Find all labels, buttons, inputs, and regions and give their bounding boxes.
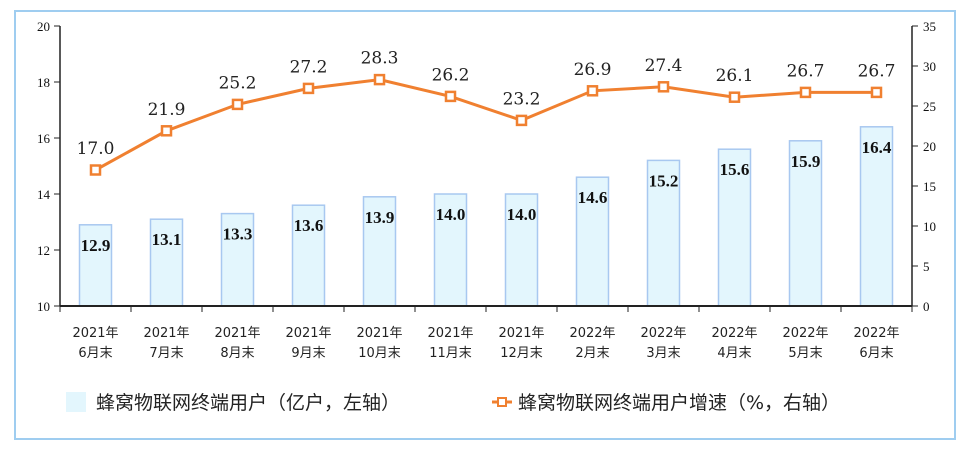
x-tick-label: 2022年 bbox=[640, 326, 686, 341]
legend-line-label: 蜂窝物联网终端用户增速（%，右轴） bbox=[518, 392, 840, 414]
bar-label: 14.0 bbox=[436, 205, 466, 224]
left-tick-label: 10 bbox=[37, 299, 50, 314]
bar-label: 15.2 bbox=[649, 171, 679, 190]
bar-label: 12.9 bbox=[81, 236, 111, 255]
bar bbox=[788, 140, 823, 307]
line-marker bbox=[799, 86, 812, 99]
bar-label: 13.6 bbox=[294, 216, 324, 235]
line-label: 21.9 bbox=[148, 100, 186, 120]
left-tick-label: 14 bbox=[37, 187, 51, 202]
x-tick-label: 2021年 bbox=[498, 326, 544, 341]
x-tick-label: 5月末 bbox=[788, 346, 822, 361]
legend-bar-label: 蜂窝物联网终端用户（亿户，左轴） bbox=[96, 392, 400, 414]
chart-frame bbox=[14, 10, 956, 440]
bar bbox=[220, 212, 255, 307]
line-label: 26.7 bbox=[858, 61, 896, 81]
left-tick-label: 18 bbox=[37, 75, 50, 90]
bar bbox=[433, 193, 468, 307]
line-label: 26.1 bbox=[716, 66, 754, 86]
x-tick-label: 2022年 bbox=[853, 326, 899, 341]
right-tick-label: 15 bbox=[923, 179, 936, 194]
right-tick-label: 30 bbox=[923, 59, 936, 74]
x-tick-label: 6月末 bbox=[78, 346, 112, 361]
line-label: 26.9 bbox=[574, 60, 612, 80]
line-marker bbox=[302, 82, 315, 95]
x-tick-label: 12月末 bbox=[500, 346, 543, 361]
line-series bbox=[94, 78, 877, 172]
x-tick-label: 10月末 bbox=[358, 346, 401, 361]
x-tick-label: 11月末 bbox=[429, 346, 472, 361]
x-tick-label: 2021年 bbox=[143, 326, 189, 341]
bar bbox=[291, 204, 326, 307]
line-marker bbox=[870, 86, 883, 99]
line-label: 27.4 bbox=[645, 56, 683, 76]
line-marker bbox=[515, 114, 528, 127]
x-tick-label: 7月末 bbox=[149, 346, 183, 361]
bar bbox=[859, 126, 894, 307]
bar-label: 16.4 bbox=[862, 138, 892, 157]
x-tick-label: 2月末 bbox=[575, 346, 609, 361]
bar-label: 15.6 bbox=[720, 160, 750, 179]
x-tick-label: 2021年 bbox=[72, 326, 118, 341]
bar-label: 14.0 bbox=[507, 205, 537, 224]
x-tick-label: 2022年 bbox=[569, 326, 615, 341]
line-marker bbox=[657, 81, 670, 93]
bar-label: 13.9 bbox=[365, 208, 395, 227]
x-tick-label: 2021年 bbox=[427, 326, 473, 341]
line-marker bbox=[444, 90, 457, 103]
line-label: 27.2 bbox=[290, 57, 328, 77]
right-tick-label: 5 bbox=[923, 259, 930, 274]
left-tick-label: 12 bbox=[37, 243, 50, 258]
bar-label: 15.9 bbox=[791, 152, 821, 171]
bar-label: 13.3 bbox=[223, 225, 253, 244]
bar bbox=[504, 193, 539, 307]
bar-label: 14.6 bbox=[578, 188, 608, 207]
line-label: 26.7 bbox=[787, 61, 825, 81]
bar bbox=[646, 159, 681, 307]
right-tick-label: 10 bbox=[923, 219, 936, 234]
line-marker bbox=[586, 85, 599, 97]
x-tick-label: 3月末 bbox=[646, 346, 680, 361]
line-marker bbox=[160, 125, 173, 137]
right-tick-label: 0 bbox=[923, 299, 930, 314]
right-tick-label: 20 bbox=[923, 139, 936, 154]
line-label: 17.0 bbox=[77, 139, 115, 159]
line-marker bbox=[728, 91, 741, 103]
x-tick-label: 2021年 bbox=[214, 326, 260, 341]
line-label: 23.2 bbox=[503, 89, 541, 109]
line-marker bbox=[89, 164, 102, 176]
legend-bar-swatch bbox=[66, 392, 86, 412]
line-label: 25.2 bbox=[219, 73, 257, 93]
x-tick-label: 2022年 bbox=[782, 326, 828, 341]
x-tick-label: 6月末 bbox=[859, 346, 893, 361]
x-tick-label: 8月末 bbox=[220, 346, 254, 361]
line-marker bbox=[373, 73, 386, 86]
right-tick-label: 25 bbox=[923, 99, 936, 114]
left-tick-label: 20 bbox=[37, 19, 50, 34]
line-label: 28.3 bbox=[361, 49, 399, 69]
x-tick-label: 2022年 bbox=[711, 326, 757, 341]
bar-label: 13.1 bbox=[152, 230, 182, 249]
x-tick-label: 9月末 bbox=[291, 346, 325, 361]
x-tick-label: 2021年 bbox=[285, 326, 331, 341]
line-label: 26.2 bbox=[432, 65, 470, 85]
line-marker bbox=[231, 98, 244, 111]
legend-line-marker bbox=[497, 397, 507, 407]
x-tick-label: 4月末 bbox=[717, 346, 751, 361]
right-tick-label: 35 bbox=[923, 19, 936, 34]
left-tick-label: 16 bbox=[37, 131, 51, 146]
bar bbox=[575, 176, 610, 307]
x-tick-label: 2021年 bbox=[356, 326, 402, 341]
